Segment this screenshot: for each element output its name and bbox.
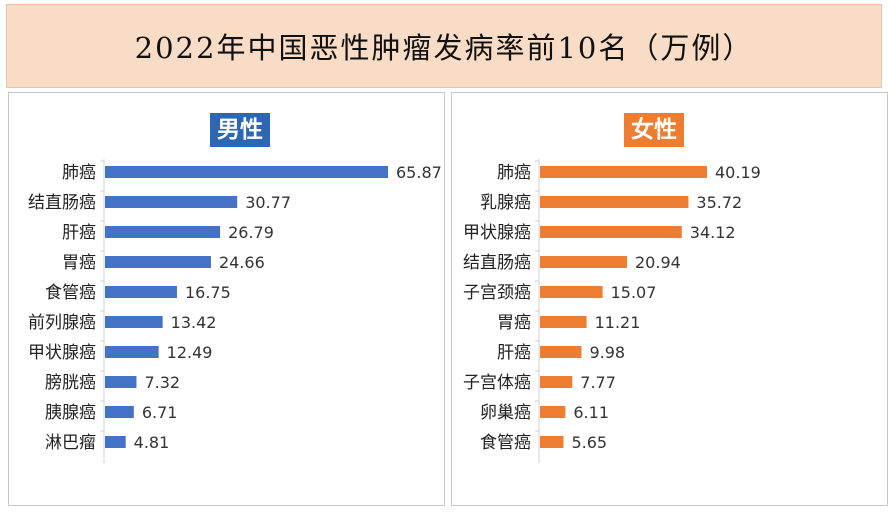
male-value-label: 7.32 [144, 373, 180, 392]
male-value-label: 4.81 [134, 433, 170, 452]
male-value-label: 26.79 [228, 223, 274, 242]
male-bar [105, 316, 163, 328]
female-value-label: 20.94 [635, 253, 681, 272]
female-value-label: 35.72 [696, 193, 742, 212]
female-category-label: 甲状腺癌 [463, 223, 531, 243]
female-category-label: 食管癌 [480, 433, 531, 453]
female-bar [540, 346, 582, 358]
female-bar [540, 166, 707, 178]
male-value-label: 6.71 [142, 403, 178, 422]
male-value-label: 65.87 [396, 163, 442, 182]
male-category-label: 胰腺癌 [45, 403, 96, 423]
male-bar [105, 226, 221, 238]
male-value-label: 24.66 [219, 253, 265, 272]
male-bar [105, 376, 137, 388]
female-category-label: 卵巢癌 [480, 403, 531, 423]
male-value-label: 13.42 [171, 313, 217, 332]
male-bar-chart: 肺癌 65.87 结直肠癌 30.77 肝癌 26.79 胃癌 24.66 食管癌 16.75 前列… [28, 159, 442, 463]
female-bar [540, 286, 603, 298]
male-chart-title: 男性 [210, 113, 270, 147]
male-value-label: 12.49 [167, 343, 213, 362]
male-bar [105, 286, 177, 298]
female-bar [540, 376, 573, 388]
male-bar [105, 406, 134, 418]
male-bar [105, 196, 238, 208]
female-value-label: 6.11 [573, 403, 609, 422]
female-value-label: 9.98 [589, 343, 625, 362]
male-bar [105, 256, 211, 268]
male-category-label: 结直肠癌 [28, 193, 96, 213]
female-category-label: 结直肠癌 [463, 253, 531, 273]
female-bar [540, 436, 564, 448]
male-category-label: 食管癌 [45, 283, 96, 303]
female-category-label: 胃癌 [497, 313, 531, 333]
female-category-label: 子宫体癌 [463, 373, 531, 393]
female-bar [540, 196, 689, 208]
female-bar [540, 226, 682, 238]
male-category-label: 前列腺癌 [28, 313, 96, 333]
male-bar [105, 346, 159, 358]
male-category-label: 肝癌 [62, 223, 96, 243]
female-bar [540, 256, 628, 268]
male-value-label: 16.75 [185, 283, 231, 302]
female-value-label: 34.12 [690, 223, 736, 242]
female-category-label: 子宫颈癌 [463, 283, 531, 303]
male-category-label: 淋巴瘤 [45, 433, 96, 453]
chart-header: 2022年中国恶性肿瘤发病率前10名（万例） [6, 4, 882, 88]
female-value-label: 11.21 [595, 313, 641, 332]
female-category-label: 乳腺癌 [480, 193, 531, 213]
chart-title: 2022年中国恶性肿瘤发病率前10名（万例） [134, 31, 754, 65]
female-chart-title: 女性 [624, 113, 684, 147]
male-category-label: 胃癌 [62, 253, 96, 273]
female-bar [540, 316, 587, 328]
male-bar [105, 436, 126, 448]
male-category-label: 甲状腺癌 [28, 343, 96, 363]
female-bar-chart: 肺癌 40.19 乳腺癌 35.72 甲状腺癌 34.12 结直肠癌 20.94 子宫颈癌 15.… [463, 159, 761, 463]
female-panel: 女性 肺癌 40.19 乳腺癌 35.72 甲状腺癌 34.12 结直肠癌 20.94 子宫颈癌… [451, 92, 888, 506]
male-value-label: 30.77 [245, 193, 291, 212]
female-value-label: 7.77 [580, 373, 616, 392]
male-bar [105, 166, 388, 178]
female-bar [540, 406, 566, 418]
female-category-label: 肝癌 [497, 343, 531, 363]
male-category-label: 膀胱癌 [45, 373, 96, 393]
female-category-label: 肺癌 [497, 163, 531, 183]
female-value-label: 5.65 [571, 433, 607, 452]
female-value-label: 15.07 [611, 283, 657, 302]
male-panel: 男性 肺癌 65.87 结直肠癌 30.77 肝癌 26.79 胃癌 24.66 食管癌 16.7… [8, 92, 445, 506]
female-value-label: 40.19 [715, 163, 761, 182]
male-category-label: 肺癌 [62, 163, 96, 183]
